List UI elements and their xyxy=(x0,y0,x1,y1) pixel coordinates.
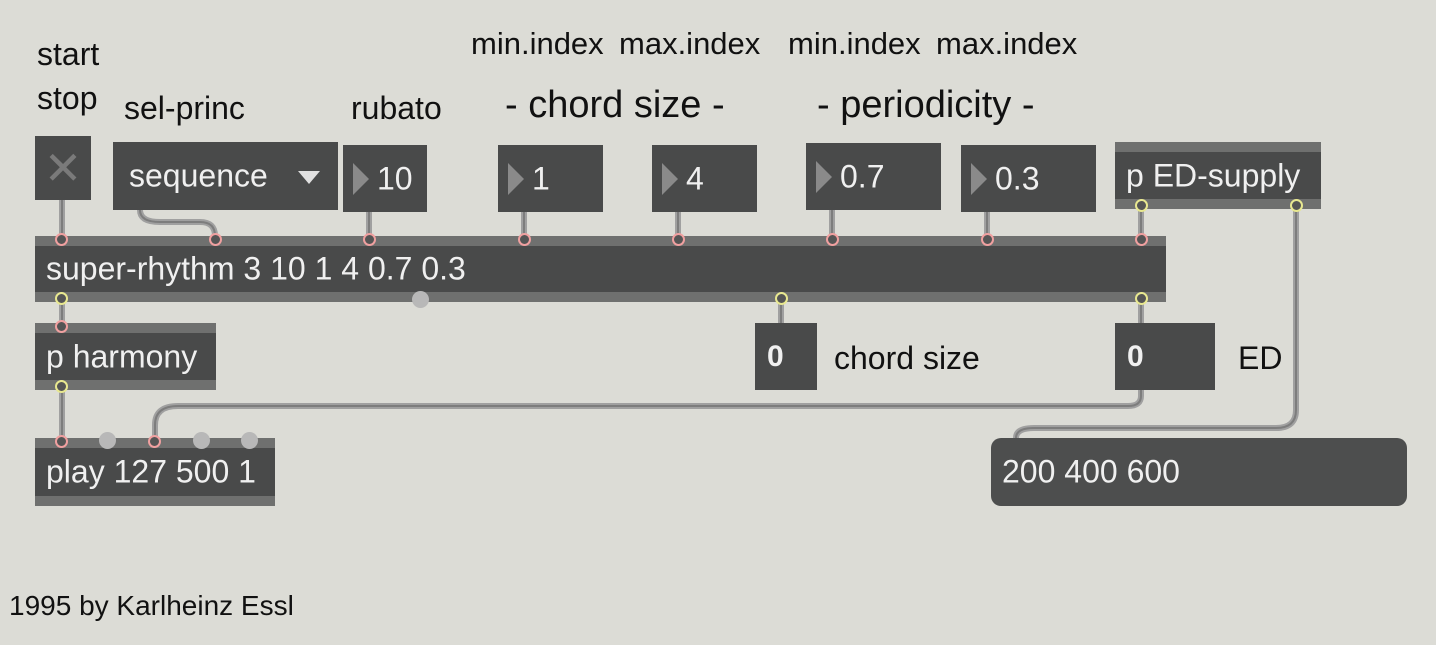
chord-min-value: 1 xyxy=(532,160,550,196)
ed-out-number[interactable]: 0 xyxy=(1115,323,1215,390)
toggle-x-icon: ✕ xyxy=(43,142,83,194)
message-text: 200 400 600 xyxy=(1002,453,1180,490)
super-rhythm-object[interactable]: super-rhythm 3 10 1 4 0.7 0.3 xyxy=(35,233,1166,308)
rubato-number[interactable]: 10 xyxy=(343,145,427,212)
inlet[interactable] xyxy=(672,233,685,246)
credit-text: 1995 by Karlheinz Essl xyxy=(9,590,294,621)
start-stop-toggle[interactable]: ✕ xyxy=(35,136,91,200)
play-object[interactable]: play 127 500 1 xyxy=(35,432,275,506)
ed-out-value: 0 xyxy=(1127,339,1144,373)
chord-size-out-label: chord size xyxy=(834,340,980,376)
chord-size-out-value: 0 xyxy=(767,339,784,373)
period-max-value: 0.3 xyxy=(995,160,1040,196)
inlet[interactable] xyxy=(518,233,531,246)
inlet[interactable] xyxy=(55,435,68,448)
cord-ed-to-play xyxy=(152,387,1144,441)
inlet[interactable] xyxy=(826,233,839,246)
inlet[interactable] xyxy=(55,233,68,246)
outlet[interactable] xyxy=(1135,199,1148,212)
outlet[interactable] xyxy=(55,380,68,393)
number-arrow-icon xyxy=(662,162,678,195)
chord-max-value: 4 xyxy=(686,160,704,196)
number-arrow-icon xyxy=(816,160,832,193)
period-max-number[interactable]: 0.3 xyxy=(961,145,1096,212)
inlet[interactable] xyxy=(363,233,376,246)
chord-size-heading: - chord size - xyxy=(505,84,725,126)
inlet[interactable] xyxy=(981,233,994,246)
chord-min-number[interactable]: 1 xyxy=(498,145,603,212)
inlet[interactable] xyxy=(55,320,68,333)
inlet[interactable] xyxy=(148,435,161,448)
menu-selected-value: sequence xyxy=(129,157,268,194)
ed-supply-text: p ED-supply xyxy=(1126,157,1301,193)
outlet[interactable] xyxy=(1135,292,1148,305)
chord-max-number[interactable]: 4 xyxy=(652,145,757,212)
chord-size-out-number[interactable]: 0 xyxy=(755,323,817,390)
chord-min-index-label: min.index xyxy=(471,26,604,61)
rubato-label: rubato xyxy=(351,90,442,126)
sel-princ-label: sel-princ xyxy=(124,90,245,126)
stop-label: stop xyxy=(37,80,98,116)
rubato-value: 10 xyxy=(377,160,413,196)
cord-menu-to-rhythm xyxy=(137,207,218,239)
chevron-down-icon xyxy=(298,171,320,184)
outlet[interactable] xyxy=(55,292,68,305)
period-min-index-label: min.index xyxy=(788,26,921,61)
ed-supply-object[interactable]: p ED-supply xyxy=(1115,142,1321,212)
inlet[interactable] xyxy=(193,432,210,449)
sel-princ-menu[interactable]: sequence xyxy=(113,142,338,210)
number-arrow-icon xyxy=(971,162,987,195)
outlet[interactable] xyxy=(1290,199,1303,212)
number-arrow-icon xyxy=(353,162,369,195)
inlet[interactable] xyxy=(1135,233,1148,246)
super-rhythm-text: super-rhythm 3 10 1 4 0.7 0.3 xyxy=(46,250,466,287)
number-arrow-icon xyxy=(508,162,524,195)
message-box[interactable]: 200 400 600 xyxy=(991,438,1407,506)
chord-max-index-label: max.index xyxy=(619,26,761,61)
inlet[interactable] xyxy=(241,432,258,449)
period-min-number[interactable]: 0.7 xyxy=(806,143,941,210)
outlet[interactable] xyxy=(775,292,788,305)
period-min-value: 0.7 xyxy=(840,158,885,194)
periodicity-heading: - periodicity - xyxy=(817,84,1035,126)
ed-out-label: ED xyxy=(1238,340,1283,376)
period-max-index-label: max.index xyxy=(936,26,1078,61)
inlet[interactable] xyxy=(209,233,222,246)
start-label: start xyxy=(37,36,100,72)
inlet[interactable] xyxy=(99,432,116,449)
harmony-object[interactable]: p harmony xyxy=(35,320,216,393)
harmony-text: p harmony xyxy=(46,338,198,374)
play-text: play 127 500 1 xyxy=(46,453,256,490)
outlet[interactable] xyxy=(412,291,429,308)
